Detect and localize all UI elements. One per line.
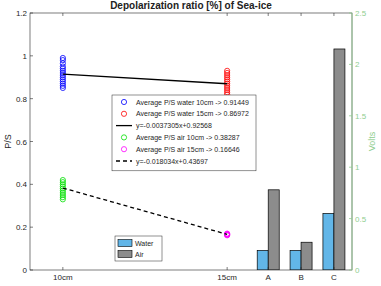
legend-label: Average P/S air 15cm -> 0.16646 [136,146,240,154]
y2-tick [349,64,352,65]
chart: Depolarization ratio [%] of Sea-ice 0 0.2 0… [0,0,381,286]
fit-line [63,188,227,234]
y-tick-label: 0.8 [16,95,28,104]
legend-label: Average P/S water 10cm -> 0.91449 [136,99,249,107]
y2-tick-label: 1.5 [355,112,367,121]
y2-tick [349,270,352,271]
x-tick-top [227,13,228,16]
x-tick-label: A [266,273,272,282]
legend-line [116,160,132,161]
legend-box [115,236,162,261]
y-tick [30,55,33,56]
bar [290,250,301,270]
point [60,197,65,202]
x-tick-label: 15cm [217,273,237,282]
y2-tick [349,115,352,116]
legend-marker [121,99,126,104]
title: Depolarization ratio [%] of Sea-ice [110,0,272,11]
legend-marker [121,135,126,140]
point [225,232,230,237]
legend-patch [118,251,132,258]
x-tick-top [333,13,334,16]
x-tick-label: 10cm [53,273,73,282]
fit-line [63,74,227,84]
y2-tick-label: 1 [355,163,360,172]
legend-marker [121,147,126,152]
bar [334,49,345,270]
y-tick-label: 1 [23,52,28,61]
y2-axis [352,13,353,270]
bar [257,250,268,270]
y2-tick [349,218,352,219]
plot-area [60,49,345,270]
y2-label: Volts [367,131,377,151]
y-label: P/S [3,134,13,149]
legend-marker [121,111,126,116]
point [60,85,65,90]
x-tick-top [62,13,63,16]
y2-tick-label: 0.5 [355,215,367,224]
y-tick-label: 0 [23,266,28,275]
x-tick [62,267,63,270]
y-tick [30,141,33,142]
legend-label: Water [135,240,154,247]
y2-tick-label: 2.5 [355,9,367,18]
legend-label: y=-0.0037305x+0.92568 [136,122,212,130]
x-tick-label: B [298,273,303,282]
y-tick [30,98,33,99]
y-tick [30,270,33,271]
y-tick [30,184,33,185]
bar [268,190,279,270]
bar [323,213,334,270]
x-tick-top [301,13,302,16]
y2-tick [349,167,352,168]
legend-label: y=-0.018034x+0.43697 [136,158,208,166]
legend-label: Average P/S water 15cm -> 0.86972 [136,110,249,118]
legend: Average P/S water 10cm -> 0.91449 Average… [112,95,256,171]
bar [301,242,312,270]
legend-line [116,125,132,126]
y2-tick-label: 2 [355,60,360,69]
x-tick [333,267,334,270]
frame [30,13,352,270]
x-tick [301,267,302,270]
x-tick-top [268,13,269,16]
y-tick-label: 0.6 [16,138,28,147]
y2-tick [349,13,352,14]
y-tick-label: 1.2 [16,9,28,18]
x-tick-label: C [331,273,337,282]
x-tick [227,267,228,270]
y-tick [30,227,33,228]
y2-tick-label: 0 [355,266,360,275]
y-tick [30,13,33,14]
legend-label: Air [135,251,144,258]
legend-label: Average P/S air 10cm -> 0.38287 [136,134,240,142]
x-tick [268,267,269,270]
y-tick-label: 0.4 [16,180,28,189]
y-tick-label: 0.2 [16,223,28,232]
legend-patch [118,240,132,247]
legend-box [112,95,256,171]
bar-legend: Water Air [115,236,162,261]
